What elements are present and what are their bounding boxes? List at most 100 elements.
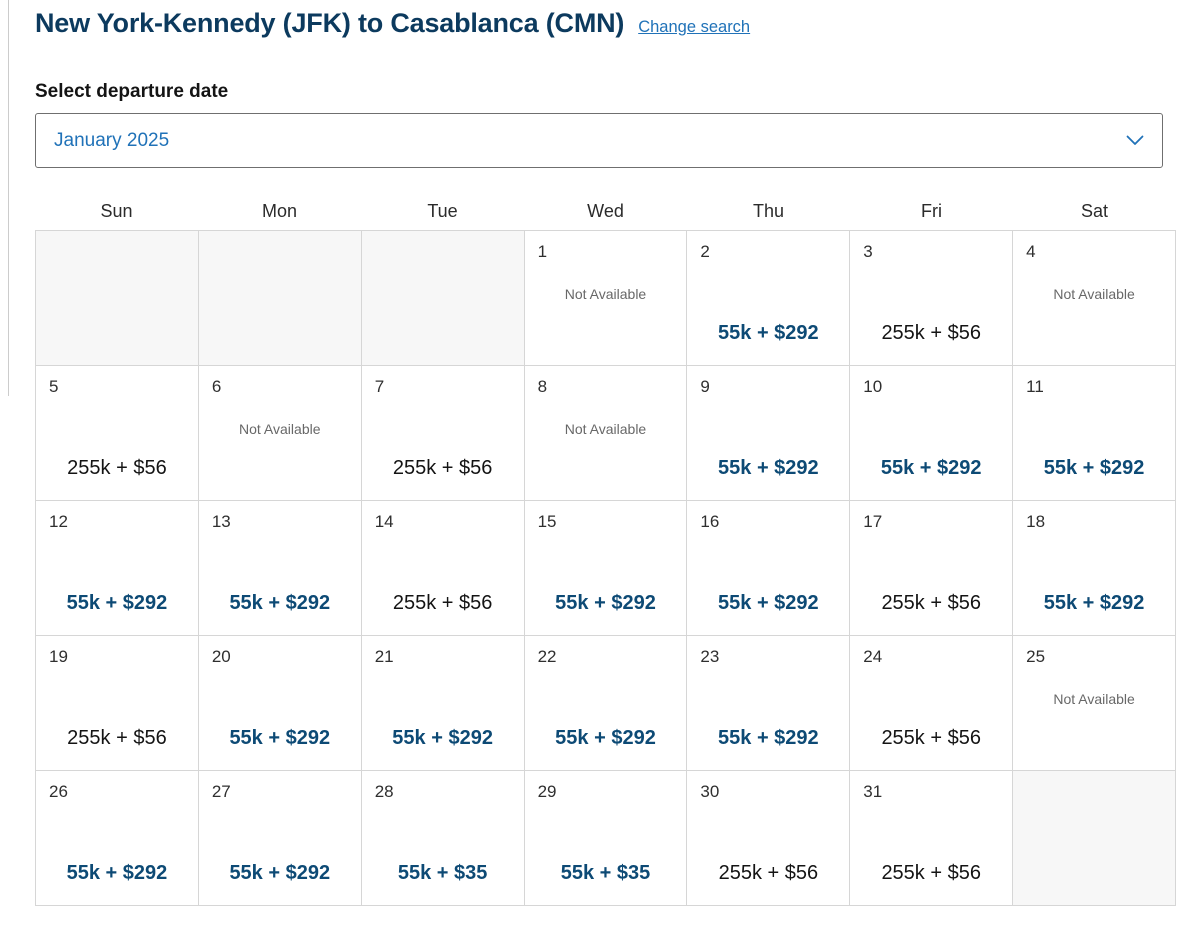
- day-number: 12: [49, 512, 68, 531]
- day-number: 10: [863, 377, 883, 396]
- cash-price: 255k + $56: [392, 592, 493, 614]
- calendar-day-cell[interactable]: 10 55k + $292: [850, 366, 1014, 501]
- weekday-header: Wed: [587, 201, 624, 221]
- calendar-day-cell[interactable]: 2 55k + $292: [687, 231, 851, 366]
- weekday-header: Sun: [100, 201, 133, 221]
- calendar-empty-cell: [36, 231, 199, 366]
- weekday-header-row: Sun Mon Tue Wed Thu Fri Sat: [35, 201, 1176, 222]
- calendar-empty-cell: [198, 231, 362, 366]
- day-number: 11: [1026, 377, 1044, 396]
- day-number: 21: [374, 647, 394, 666]
- day-number: 29: [537, 782, 557, 801]
- day-number: 19: [49, 647, 68, 666]
- not-available-label: Not Available: [564, 286, 647, 302]
- day-number: 7: [374, 377, 385, 396]
- day-number: 6: [211, 377, 222, 396]
- day-number: 5: [49, 377, 59, 396]
- calendar-day-cell[interactable]: 13 55k + $292: [198, 501, 362, 636]
- not-available-label: Not Available: [1053, 691, 1135, 707]
- calendar-day-cell[interactable]: 18 55k + $292: [1013, 501, 1176, 636]
- calendar-day-cell[interactable]: 20 55k + $292: [198, 636, 362, 771]
- not-available-label: Not Available: [564, 421, 647, 437]
- weekday-header: Fri: [921, 201, 942, 221]
- day-number: 23: [700, 647, 720, 666]
- day-number: 4: [1026, 242, 1036, 261]
- day-number: 18: [1026, 512, 1046, 531]
- award-price: 55k + $35: [560, 862, 651, 884]
- calendar-day-cell[interactable]: 11 55k + $292: [1013, 366, 1176, 501]
- calendar-day-cell[interactable]: 29 55k + $35: [524, 771, 688, 906]
- calendar-day-cell[interactable]: 30 255k + $56: [687, 771, 851, 906]
- calendar-day-cell[interactable]: 22 55k + $292: [524, 636, 688, 771]
- calendar-day-cell[interactable]: 9 55k + $292: [687, 366, 851, 501]
- award-price: 55k + $292: [880, 457, 982, 479]
- calendar-day-cell: 6 Not Available: [198, 366, 362, 501]
- calendar-day-cell: 1 Not Available: [524, 231, 688, 366]
- weekday-header: Sat: [1080, 201, 1109, 221]
- cash-price: 255k + $56: [67, 457, 167, 479]
- cash-price: 255k + $56: [881, 862, 981, 884]
- calendar-day-cell[interactable]: 14 255k + $56: [361, 501, 525, 636]
- calendar-day-cell[interactable]: 23 55k + $292: [687, 636, 851, 771]
- change-search-link[interactable]: Change search: [638, 18, 751, 36]
- calendar-day-cell[interactable]: 21 55k + $292: [361, 636, 525, 771]
- day-number: 28: [374, 782, 394, 801]
- calendar-day-cell[interactable]: 27 55k + $292: [198, 771, 362, 906]
- day-number: 9: [700, 377, 710, 396]
- calendar-grid: 1 Not Available 2 55k + $292 3 255k + $56 4 Not…: [35, 230, 1176, 906]
- calendar-empty-cell: [361, 231, 525, 366]
- month-select-value: January 2025: [54, 129, 170, 151]
- page-title: New York-Kennedy (JFK) to Casablanca (CM…: [35, 8, 625, 38]
- award-price: 55k + $292: [718, 457, 819, 479]
- month-select-dropdown[interactable]: January 2025: [35, 113, 1163, 168]
- day-number: 17: [863, 512, 883, 531]
- calendar-day-cell[interactable]: 31 255k + $56: [850, 771, 1014, 906]
- calendar-day-cell[interactable]: 7 255k + $56: [361, 366, 525, 501]
- cash-price: 255k + $56: [392, 457, 493, 479]
- award-price: 55k + $292: [718, 322, 819, 344]
- day-number: 26: [49, 782, 68, 801]
- cash-price: 255k + $56: [67, 727, 167, 749]
- award-price: 55k + $292: [1043, 592, 1145, 614]
- day-number: 8: [537, 377, 548, 396]
- chevron-down-icon: [1126, 135, 1144, 145]
- cash-price: 255k + $56: [881, 727, 981, 749]
- award-price: 55k + $292: [229, 592, 331, 614]
- calendar-day-cell[interactable]: 28 55k + $35: [361, 771, 525, 906]
- day-number: 13: [211, 512, 231, 531]
- award-price: 55k + $292: [229, 727, 331, 749]
- calendar-day-cell: 25 Not Available: [1013, 636, 1176, 771]
- day-number: 3: [863, 242, 873, 261]
- calendar-day-cell[interactable]: 12 55k + $292: [36, 501, 199, 636]
- calendar-day-cell[interactable]: 15 55k + $292: [524, 501, 688, 636]
- day-number: 22: [537, 647, 557, 666]
- calendar-day-cell[interactable]: 19 255k + $56: [36, 636, 199, 771]
- calendar-day-cell: 4 Not Available: [1013, 231, 1176, 366]
- calendar-day-cell[interactable]: 17 255k + $56: [850, 501, 1014, 636]
- day-number: 14: [374, 512, 394, 531]
- award-price: 55k + $292: [392, 727, 493, 749]
- award-price: 55k + $292: [66, 592, 168, 614]
- day-number: 2: [700, 242, 710, 261]
- calendar-day-cell[interactable]: 16 55k + $292: [687, 501, 851, 636]
- award-price: 55k + $292: [1043, 457, 1145, 479]
- calendar-day-cell[interactable]: 26 55k + $292: [36, 771, 199, 906]
- day-number: 15: [537, 512, 557, 531]
- award-price: 55k + $292: [66, 862, 168, 884]
- day-number: 24: [863, 647, 883, 666]
- award-price: 55k + $292: [229, 862, 331, 884]
- day-number: 30: [700, 782, 720, 801]
- calendar-day-cell[interactable]: 3 255k + $56: [850, 231, 1014, 366]
- calendar-empty-cell: [1013, 771, 1176, 906]
- calendar-day-cell[interactable]: 5 255k + $56: [36, 366, 199, 501]
- day-number: 1: [537, 242, 548, 261]
- award-price: 55k + $35: [397, 862, 488, 884]
- day-number: 27: [211, 782, 231, 801]
- departure-date-label: Select departure date: [35, 81, 229, 102]
- day-number: 16: [700, 512, 720, 531]
- cash-price: 255k + $56: [881, 322, 981, 344]
- calendar-day-cell[interactable]: 24 255k + $56: [850, 636, 1014, 771]
- not-available-label: Not Available: [1053, 286, 1135, 302]
- route-header: New York-Kennedy (JFK) to Casablanca (CM…: [35, 8, 1180, 39]
- award-price: 55k + $292: [555, 727, 656, 749]
